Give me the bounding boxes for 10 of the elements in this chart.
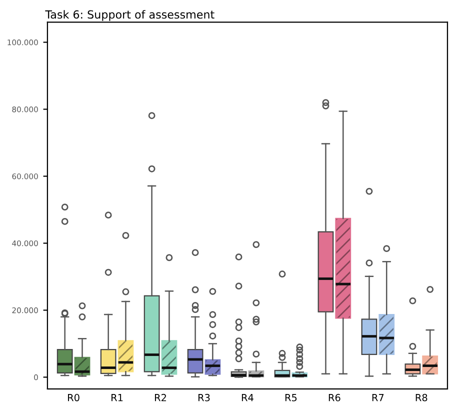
x-tick-label: R1 [112, 394, 123, 402]
x-tick-label: R2 [154, 394, 166, 402]
x-tick-label: R0 [68, 394, 80, 402]
x-tick-label: R4 [242, 394, 254, 402]
x-tick-label: R5 [285, 394, 297, 402]
x-tick-label: R8 [416, 394, 428, 402]
x-tick-label: R6 [328, 394, 340, 402]
x-tick-label: R3 [198, 394, 210, 402]
chart-title: Task 6: Support of assessment [45, 10, 214, 21]
x-tick-label: R7 [372, 394, 384, 402]
